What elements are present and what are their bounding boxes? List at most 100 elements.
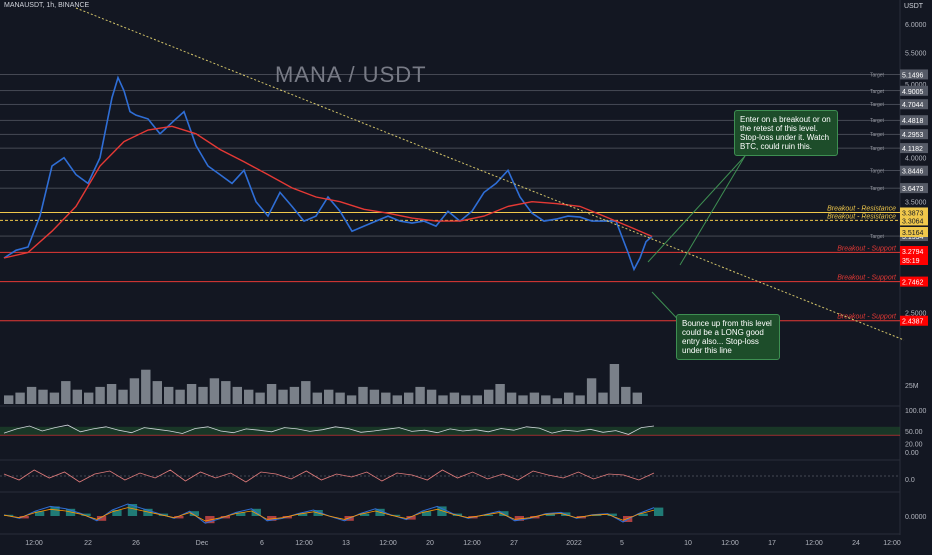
volume-bar xyxy=(506,392,517,404)
volume-bar xyxy=(118,389,128,404)
volume-bar xyxy=(586,378,597,404)
macd-hist-bar xyxy=(654,507,664,516)
macd-hist-bar xyxy=(545,513,555,516)
target-label: Target xyxy=(870,186,885,192)
note-connector xyxy=(647,155,746,263)
x-tick-label: 22 xyxy=(84,540,92,547)
target-value: 4.7044 xyxy=(902,102,924,109)
x-tick-label: 26 xyxy=(132,540,140,547)
x-tick-label: 12:00 xyxy=(883,540,901,547)
volume-bar xyxy=(244,389,254,404)
macd-hist-bar xyxy=(65,508,76,516)
volume-bar xyxy=(575,395,585,404)
x-tick-label: 20 xyxy=(426,540,434,547)
target-label: Target xyxy=(870,72,885,78)
macd-hist-bar xyxy=(220,516,230,519)
axis-tag-value: 35:19 xyxy=(902,258,920,265)
level-tag xyxy=(900,207,928,218)
level-value: 3.3064 xyxy=(902,218,924,225)
target-label: Target xyxy=(870,118,885,124)
volume-bar xyxy=(346,395,357,404)
axis-tag xyxy=(900,255,928,265)
volume-bar xyxy=(95,386,105,404)
macd-hist-bar xyxy=(127,504,138,516)
volume-tick-label: 25M xyxy=(905,383,919,390)
volume-bar xyxy=(552,398,562,404)
level-value: 3.3873 xyxy=(902,210,924,217)
level-label: Breakout - Resistance xyxy=(827,213,896,220)
volume-bar xyxy=(106,384,117,404)
rsi-tick-label: 0.00 xyxy=(905,450,919,457)
macd-hist-bar xyxy=(189,511,199,516)
level-label: Breakout - Resistance xyxy=(827,205,896,212)
level-value: 2.7462 xyxy=(902,280,924,287)
macd-tick-label: 0.0000 xyxy=(905,514,927,521)
x-tick-label: 27 xyxy=(510,540,518,547)
macd-hist-bar xyxy=(514,516,524,521)
macd-hist-bar xyxy=(406,516,416,520)
target-label: Target xyxy=(870,234,885,240)
currency-label[interactable]: USDT xyxy=(904,3,924,10)
y-tick-label: 3.5000 xyxy=(905,200,927,207)
osc-line xyxy=(3,469,655,483)
level-tag xyxy=(900,215,928,226)
volume-bar xyxy=(164,386,174,404)
macd-hist-bar xyxy=(421,511,432,516)
volume-bar xyxy=(312,392,322,404)
macd-hist-bar xyxy=(592,514,602,516)
y-tick-label: 5.5000 xyxy=(905,51,927,58)
volume-bar xyxy=(381,392,391,404)
rsi-tick-label: 20.00 xyxy=(905,442,923,449)
volume-bar xyxy=(209,378,220,404)
target-label: Target xyxy=(870,89,885,95)
y-tick-label: 6.0000 xyxy=(905,22,927,29)
volume-bar xyxy=(484,389,494,404)
x-tick-label: Dec xyxy=(196,540,209,547)
volume-bar xyxy=(61,381,71,404)
target-tag xyxy=(900,115,928,126)
volume-bar xyxy=(438,395,448,404)
volume-bar xyxy=(495,384,505,404)
symbol-label[interactable]: MANAUSDT, 1h, BINANCE xyxy=(4,2,90,9)
volume-bar xyxy=(38,389,48,404)
target-tag xyxy=(900,129,928,140)
trendline xyxy=(75,7,905,341)
support-annotation[interactable]: Bounce up from this level could be a LON… xyxy=(676,314,780,360)
target-value: 3.1534 xyxy=(902,234,924,241)
macd-hist-bar xyxy=(96,516,107,521)
volume-bar xyxy=(564,392,574,404)
price-line xyxy=(3,75,653,272)
volume-bar xyxy=(4,395,14,404)
rsi-tick-label: 50.00 xyxy=(905,429,923,436)
volume-bar xyxy=(266,384,277,404)
volume-bar xyxy=(255,392,265,404)
macd-hist-bar xyxy=(205,516,215,524)
target-value: 4.2953 xyxy=(902,132,924,139)
volume-bar xyxy=(278,389,288,404)
macd-hist-bar xyxy=(81,513,91,516)
target-tag xyxy=(900,143,928,154)
macd-hist-bar xyxy=(143,508,153,516)
target-tag xyxy=(900,165,928,176)
x-tick-label: 12:00 xyxy=(295,540,313,547)
target-label: Target xyxy=(870,132,885,138)
x-tick-label: 12:00 xyxy=(463,540,481,547)
volume-bar xyxy=(141,369,151,404)
volume-bar xyxy=(84,392,94,404)
volume-bar xyxy=(232,386,242,404)
volume-bar xyxy=(72,389,82,404)
target-label: Target xyxy=(870,169,885,175)
resistance-annotation[interactable]: Enter on a breakout or on the retest of … xyxy=(734,110,838,156)
macd-hist-bar xyxy=(112,510,122,516)
volume-bar xyxy=(415,386,425,404)
macd-hist-bar xyxy=(236,512,246,516)
volume-bar xyxy=(26,386,37,404)
x-tick-label: 12:00 xyxy=(721,540,739,547)
volume-bar xyxy=(301,381,311,404)
volume-bar xyxy=(15,392,25,404)
volume-bar xyxy=(404,392,414,404)
target-label: Target xyxy=(870,146,885,152)
target-tag xyxy=(900,85,928,96)
osc-tick-label: 0.0 xyxy=(905,477,915,484)
